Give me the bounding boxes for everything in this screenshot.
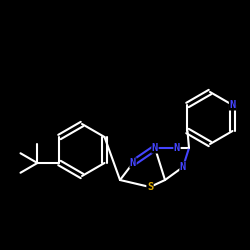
Text: N: N	[174, 143, 180, 153]
Text: N: N	[180, 162, 186, 172]
Text: N: N	[152, 143, 158, 153]
Text: N: N	[130, 158, 136, 168]
Text: N: N	[230, 100, 236, 110]
Text: S: S	[147, 182, 153, 192]
